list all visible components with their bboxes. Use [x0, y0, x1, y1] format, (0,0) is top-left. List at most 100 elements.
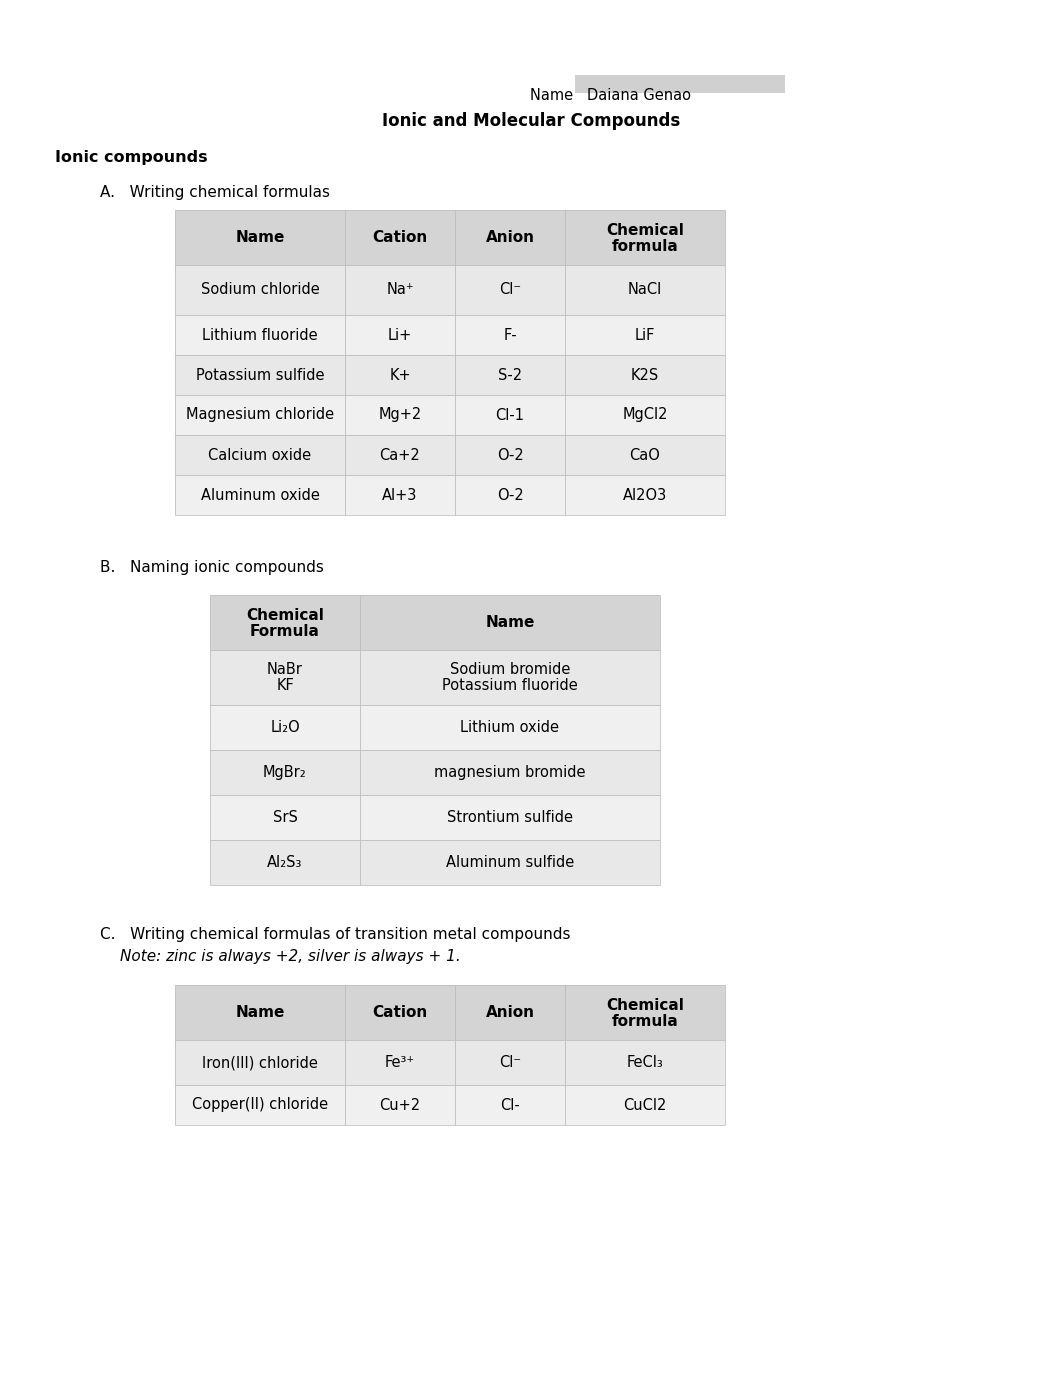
Bar [175, 1085, 345, 1125]
Text: K+: K+ [389, 368, 411, 383]
Text: Name: Name [236, 230, 285, 245]
Bar [565, 1040, 725, 1085]
Text: Na⁺: Na⁺ [387, 282, 414, 297]
Bar [345, 355, 455, 395]
Text: Chemical: Chemical [246, 609, 324, 622]
Bar [360, 795, 660, 840]
Bar [345, 395, 455, 435]
Text: O-2: O-2 [497, 487, 524, 503]
Text: O-2: O-2 [497, 448, 524, 463]
Text: Cl⁻: Cl⁻ [499, 1055, 521, 1070]
Bar [175, 264, 345, 315]
Text: Al+3: Al+3 [382, 487, 417, 503]
Text: Cu+2: Cu+2 [379, 1097, 421, 1113]
Bar [360, 705, 660, 750]
Text: Lithium oxide: Lithium oxide [461, 720, 560, 735]
Bar [345, 315, 455, 355]
Text: Ca+2: Ca+2 [379, 448, 421, 463]
Text: Anion: Anion [485, 1005, 534, 1020]
Text: Cl-: Cl- [500, 1097, 520, 1113]
Text: Aluminum sulfide: Aluminum sulfide [446, 855, 575, 870]
Bar [565, 435, 725, 475]
Bar [455, 1040, 565, 1085]
Bar [345, 211, 455, 264]
Text: S-2: S-2 [498, 368, 523, 383]
Bar [210, 750, 360, 795]
Text: CuCl2: CuCl2 [623, 1097, 667, 1113]
Text: Cation: Cation [373, 230, 428, 245]
Bar [565, 264, 725, 315]
Text: Ionic compounds: Ionic compounds [55, 150, 208, 165]
Bar [455, 435, 565, 475]
Text: KF: KF [276, 677, 294, 693]
Bar [175, 985, 345, 1040]
Text: Al₂S₃: Al₂S₃ [268, 855, 303, 870]
Bar [360, 840, 660, 885]
Text: Cl⁻: Cl⁻ [499, 282, 521, 297]
Bar [345, 985, 455, 1040]
Text: Copper(II) chloride: Copper(II) chloride [192, 1097, 328, 1113]
Text: Chemical: Chemical [606, 223, 684, 238]
Text: CaO: CaO [630, 448, 661, 463]
Bar [175, 435, 345, 475]
Text: Chemical: Chemical [606, 998, 684, 1013]
Text: magnesium bromide: magnesium bromide [434, 766, 586, 779]
Text: Sodium bromide: Sodium bromide [450, 662, 570, 677]
Text: MgCl2: MgCl2 [622, 408, 668, 423]
Bar [345, 435, 455, 475]
Text: MgBr₂: MgBr₂ [263, 766, 307, 779]
Text: Al2O3: Al2O3 [623, 487, 667, 503]
Text: Aluminum oxide: Aluminum oxide [201, 487, 320, 503]
Text: Fe³⁺: Fe³⁺ [384, 1055, 415, 1070]
Text: FeCl₃: FeCl₃ [627, 1055, 664, 1070]
Bar [455, 211, 565, 264]
Text: formula: formula [612, 1013, 679, 1029]
Bar [345, 264, 455, 315]
Bar [360, 595, 660, 650]
Text: Name   Daiana Genao: Name Daiana Genao [530, 88, 691, 103]
Bar [175, 475, 345, 515]
Text: A.   Writing chemical formulas: A. Writing chemical formulas [100, 185, 330, 200]
Bar [175, 211, 345, 264]
Text: K2S: K2S [631, 368, 660, 383]
Bar [360, 750, 660, 795]
Text: F-: F- [503, 328, 517, 343]
Bar [175, 1040, 345, 1085]
Text: Mg+2: Mg+2 [378, 408, 422, 423]
Bar [455, 985, 565, 1040]
Text: Note: zinc is always +2, silver is always + 1.: Note: zinc is always +2, silver is alway… [120, 949, 461, 964]
Text: formula: formula [612, 240, 679, 253]
Text: Sodium chloride: Sodium chloride [201, 282, 320, 297]
Text: Iron(III) chloride: Iron(III) chloride [202, 1055, 318, 1070]
Bar [210, 840, 360, 885]
Bar [345, 1085, 455, 1125]
Text: Li+: Li+ [388, 328, 412, 343]
Text: Lithium fluoride: Lithium fluoride [202, 328, 318, 343]
Text: NaBr: NaBr [267, 662, 303, 677]
Bar [565, 1085, 725, 1125]
Bar [565, 315, 725, 355]
Bar [455, 1085, 565, 1125]
Bar [455, 395, 565, 435]
Bar [210, 595, 360, 650]
Bar [360, 650, 660, 705]
Bar [345, 1040, 455, 1085]
Bar [565, 355, 725, 395]
Text: NaCl: NaCl [628, 282, 662, 297]
Text: Name: Name [236, 1005, 285, 1020]
Bar [455, 355, 565, 395]
Bar [210, 595, 660, 885]
Bar [565, 211, 725, 264]
Text: Name: Name [485, 616, 534, 631]
Text: Formula: Formula [250, 624, 320, 639]
Text: Li₂O: Li₂O [270, 720, 299, 735]
Bar [575, 74, 785, 94]
Bar [175, 355, 345, 395]
Text: LiF: LiF [635, 328, 655, 343]
Text: Ionic and Molecular Compounds: Ionic and Molecular Compounds [382, 112, 680, 129]
Bar [210, 795, 360, 840]
Bar [210, 705, 360, 750]
Text: Potassium sulfide: Potassium sulfide [195, 368, 324, 383]
Text: C.   Writing chemical formulas of transition metal compounds: C. Writing chemical formulas of transiti… [100, 927, 570, 942]
Text: SrS: SrS [273, 810, 297, 825]
